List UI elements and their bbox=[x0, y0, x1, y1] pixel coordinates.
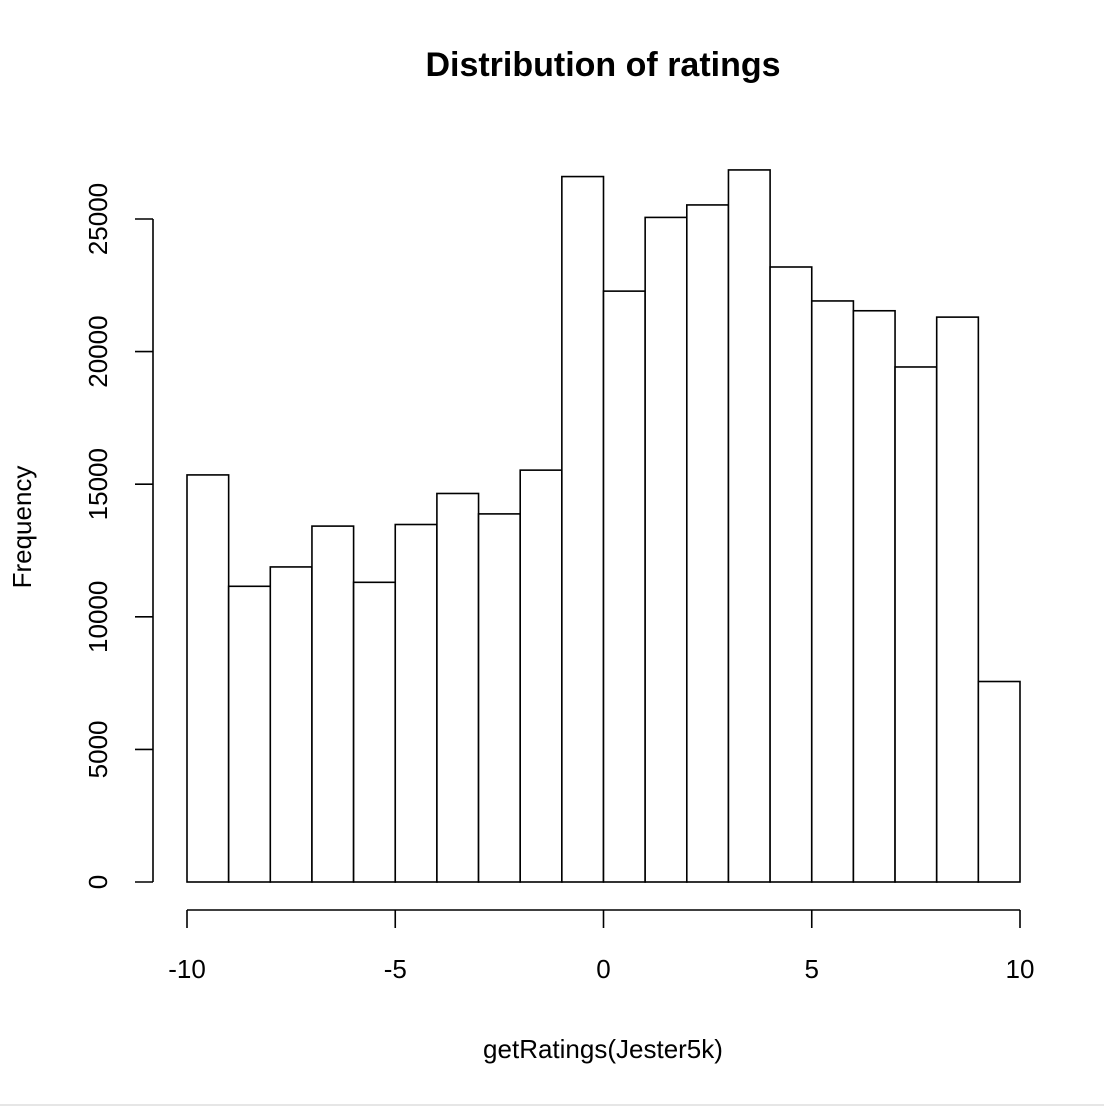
histogram-bar bbox=[227, 585, 272, 883]
bars-group bbox=[186, 169, 1021, 883]
histogram-bar bbox=[685, 204, 730, 883]
histogram-bar bbox=[269, 566, 313, 883]
histogram-bar bbox=[352, 581, 397, 883]
y-tick-label: 15000 bbox=[83, 448, 113, 520]
histogram-bar bbox=[561, 175, 605, 883]
y-axis-label: Frequency bbox=[7, 466, 37, 589]
chart-title: Distribution of ratings bbox=[425, 46, 780, 84]
x-tick-label: -10 bbox=[168, 954, 206, 984]
histogram-bar bbox=[894, 366, 938, 883]
histogram-bar bbox=[644, 216, 688, 883]
histogram-bar bbox=[977, 680, 1021, 883]
x-tick-label: -5 bbox=[384, 954, 407, 984]
histogram-bar bbox=[602, 290, 646, 883]
bottom-divider bbox=[0, 1104, 1104, 1106]
y-tick-label: 10000 bbox=[83, 581, 113, 653]
x-tick-label: 10 bbox=[1006, 954, 1035, 984]
y-tick-label: 5000 bbox=[83, 720, 113, 778]
y-tick-label: 0 bbox=[83, 875, 113, 889]
y-tick-label: 20000 bbox=[83, 315, 113, 387]
histogram-bar bbox=[852, 309, 896, 883]
histogram-bar bbox=[810, 300, 855, 883]
x-tick-label: 5 bbox=[805, 954, 819, 984]
histogram-bar bbox=[769, 266, 813, 883]
histogram-bar bbox=[436, 492, 480, 883]
histogram-bar bbox=[311, 525, 355, 883]
x-tick-label: 0 bbox=[596, 954, 610, 984]
y-axis: 0 5000 10000 15000 20000 25000 bbox=[83, 183, 154, 889]
histogram-bar bbox=[186, 474, 230, 883]
histogram-bar bbox=[935, 316, 980, 883]
histogram-bar bbox=[477, 513, 521, 883]
histogram-bar bbox=[727, 169, 771, 883]
y-tick-label: 25000 bbox=[83, 183, 113, 255]
histogram-bar bbox=[394, 523, 438, 883]
x-axis-label: getRatings(Jester5k) bbox=[483, 1034, 723, 1064]
histogram-bar bbox=[519, 469, 563, 883]
x-axis: -10 -5 0 5 10 bbox=[168, 909, 1035, 984]
